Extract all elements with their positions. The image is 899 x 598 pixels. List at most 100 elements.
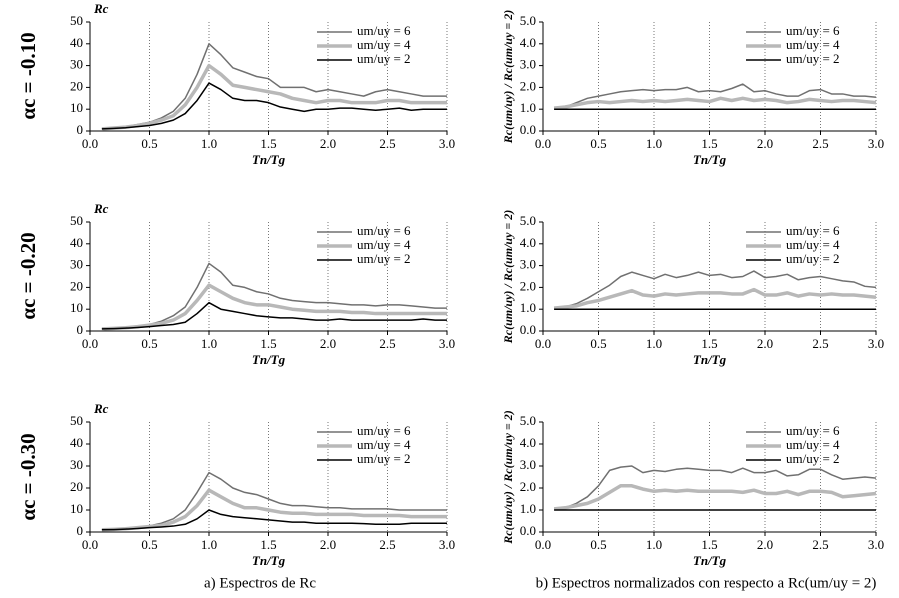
x-tick-label: 3.0 bbox=[439, 136, 455, 151]
y-tick-label: 0 bbox=[77, 122, 84, 137]
x-axis-label: Tn/Tg bbox=[693, 152, 727, 167]
y-tick-label: 2.0 bbox=[520, 278, 536, 293]
x-tick-label: 1.0 bbox=[646, 136, 662, 151]
y-tick-label: 5.0 bbox=[520, 213, 536, 228]
x-axis-label: Tn/Tg bbox=[252, 352, 286, 367]
x-tick-label: 2.0 bbox=[757, 336, 773, 351]
x-tick-label: 0.0 bbox=[82, 537, 98, 552]
x-tick-label: 2.5 bbox=[812, 537, 828, 552]
y-tick-label: 1.0 bbox=[520, 501, 536, 516]
y-tick-label: 0 bbox=[77, 322, 84, 337]
legend-label: um/uy = 2 bbox=[357, 451, 411, 466]
x-tick-label: 0.5 bbox=[141, 336, 157, 351]
y-tick-label: 10 bbox=[70, 300, 83, 315]
x-axis-label: Tn/Tg bbox=[252, 553, 286, 568]
x-tick-label: 2.5 bbox=[379, 136, 395, 151]
legend-label: um/uy = 4 bbox=[786, 37, 840, 52]
caption: b) Espectros normalizados con respecto a… bbox=[536, 575, 877, 591]
y-tick-label: 1.0 bbox=[520, 100, 536, 115]
legend-label: um/uy = 2 bbox=[786, 51, 840, 66]
legend-label: um/uy = 2 bbox=[786, 251, 840, 266]
series-line bbox=[554, 83, 877, 109]
legend-label: um/uy = 4 bbox=[357, 237, 411, 252]
series-line bbox=[101, 471, 447, 531]
legend-label: um/uy = 2 bbox=[357, 51, 411, 66]
x-tick-label: 1.5 bbox=[701, 136, 717, 151]
y-tick-label: 0.0 bbox=[520, 122, 536, 137]
y-tick-label: 40 bbox=[70, 35, 83, 50]
x-tick-label: 2.0 bbox=[757, 136, 773, 151]
x-tick-label: 0.5 bbox=[141, 537, 157, 552]
x-tick-label: 0.5 bbox=[590, 537, 606, 552]
y-axis-label: Rc(um/uy) / Rc(um/uy = 2) bbox=[501, 410, 515, 545]
y-tick-label: 4.0 bbox=[520, 35, 536, 50]
legend-label: um/uy = 4 bbox=[357, 437, 411, 452]
legend-label: um/uy = 6 bbox=[357, 23, 411, 38]
x-tick-label: 1.5 bbox=[701, 336, 717, 351]
y-tick-label: 20 bbox=[70, 479, 83, 494]
x-tick-label: 2.0 bbox=[320, 336, 336, 351]
y-tick-label: 40 bbox=[70, 235, 83, 250]
x-tick-label: 3.0 bbox=[439, 537, 455, 552]
x-tick-label: 1.0 bbox=[646, 336, 662, 351]
x-tick-label: 3.0 bbox=[868, 336, 884, 351]
x-tick-label: 0.0 bbox=[82, 336, 98, 351]
x-axis-label: Tn/Tg bbox=[693, 553, 727, 568]
y-axis-label: Rc(um/uy) / Rc(um/uy = 2) bbox=[501, 10, 515, 145]
legend-label: um/uy = 2 bbox=[786, 451, 840, 466]
legend-label: um/uy = 6 bbox=[357, 223, 411, 238]
series-line bbox=[101, 283, 447, 331]
y-tick-label: 4.0 bbox=[520, 435, 536, 450]
series-line bbox=[101, 82, 447, 130]
y-axis-label: Rc bbox=[93, 201, 109, 216]
y-tick-label: 5.0 bbox=[520, 13, 536, 28]
caption: a) Espectros de Rc bbox=[204, 575, 316, 591]
y-tick-label: 1.0 bbox=[520, 300, 536, 315]
x-tick-label: 1.0 bbox=[201, 537, 217, 552]
series-line bbox=[553, 484, 877, 511]
y-tick-label: 0.0 bbox=[520, 322, 536, 337]
y-tick-label: 10 bbox=[70, 100, 83, 115]
x-tick-label: 3.0 bbox=[868, 537, 884, 552]
y-tick-label: 0 bbox=[77, 523, 84, 538]
y-tick-label: 2.0 bbox=[520, 78, 536, 93]
series-line bbox=[101, 43, 447, 130]
x-tick-label: 1.0 bbox=[201, 336, 217, 351]
series-line bbox=[101, 488, 447, 532]
y-tick-label: 2.0 bbox=[520, 479, 536, 494]
x-tick-label: 3.0 bbox=[439, 336, 455, 351]
x-tick-label: 0.0 bbox=[535, 336, 551, 351]
x-tick-label: 1.5 bbox=[701, 537, 717, 552]
y-axis-label: Rc(um/uy) / Rc(um/uy = 2) bbox=[501, 210, 515, 345]
y-tick-label: 20 bbox=[70, 78, 83, 93]
x-tick-label: 0.0 bbox=[535, 537, 551, 552]
x-tick-label: 2.0 bbox=[757, 537, 773, 552]
y-tick-label: 30 bbox=[70, 457, 83, 472]
x-tick-label: 1.5 bbox=[260, 537, 276, 552]
y-tick-label: 0.0 bbox=[520, 523, 536, 538]
series-line bbox=[101, 63, 447, 131]
y-axis-label: Rc bbox=[93, 401, 109, 416]
x-tick-label: 1.5 bbox=[260, 136, 276, 151]
legend-label: um/uy = 4 bbox=[786, 437, 840, 452]
y-tick-label: 5.0 bbox=[520, 413, 536, 428]
row-label: αc = -0.30 bbox=[16, 433, 40, 520]
legend-label: um/uy = 2 bbox=[357, 251, 411, 266]
legend-label: um/uy = 6 bbox=[786, 423, 840, 438]
x-tick-label: 2.5 bbox=[812, 136, 828, 151]
y-tick-label: 3.0 bbox=[520, 257, 536, 272]
row-label: αc = -0.10 bbox=[16, 32, 40, 119]
x-tick-label: 0.0 bbox=[535, 136, 551, 151]
x-tick-label: 1.5 bbox=[260, 336, 276, 351]
x-tick-label: 2.5 bbox=[812, 336, 828, 351]
series-line bbox=[554, 270, 877, 309]
x-axis-label: Tn/Tg bbox=[252, 152, 286, 167]
x-tick-label: 0.5 bbox=[590, 136, 606, 151]
series-line bbox=[553, 287, 877, 310]
y-tick-label: 4.0 bbox=[520, 235, 536, 250]
series-line bbox=[554, 465, 877, 510]
y-tick-label: 3.0 bbox=[520, 57, 536, 72]
y-tick-label: 40 bbox=[70, 435, 83, 450]
series-line bbox=[101, 262, 447, 330]
